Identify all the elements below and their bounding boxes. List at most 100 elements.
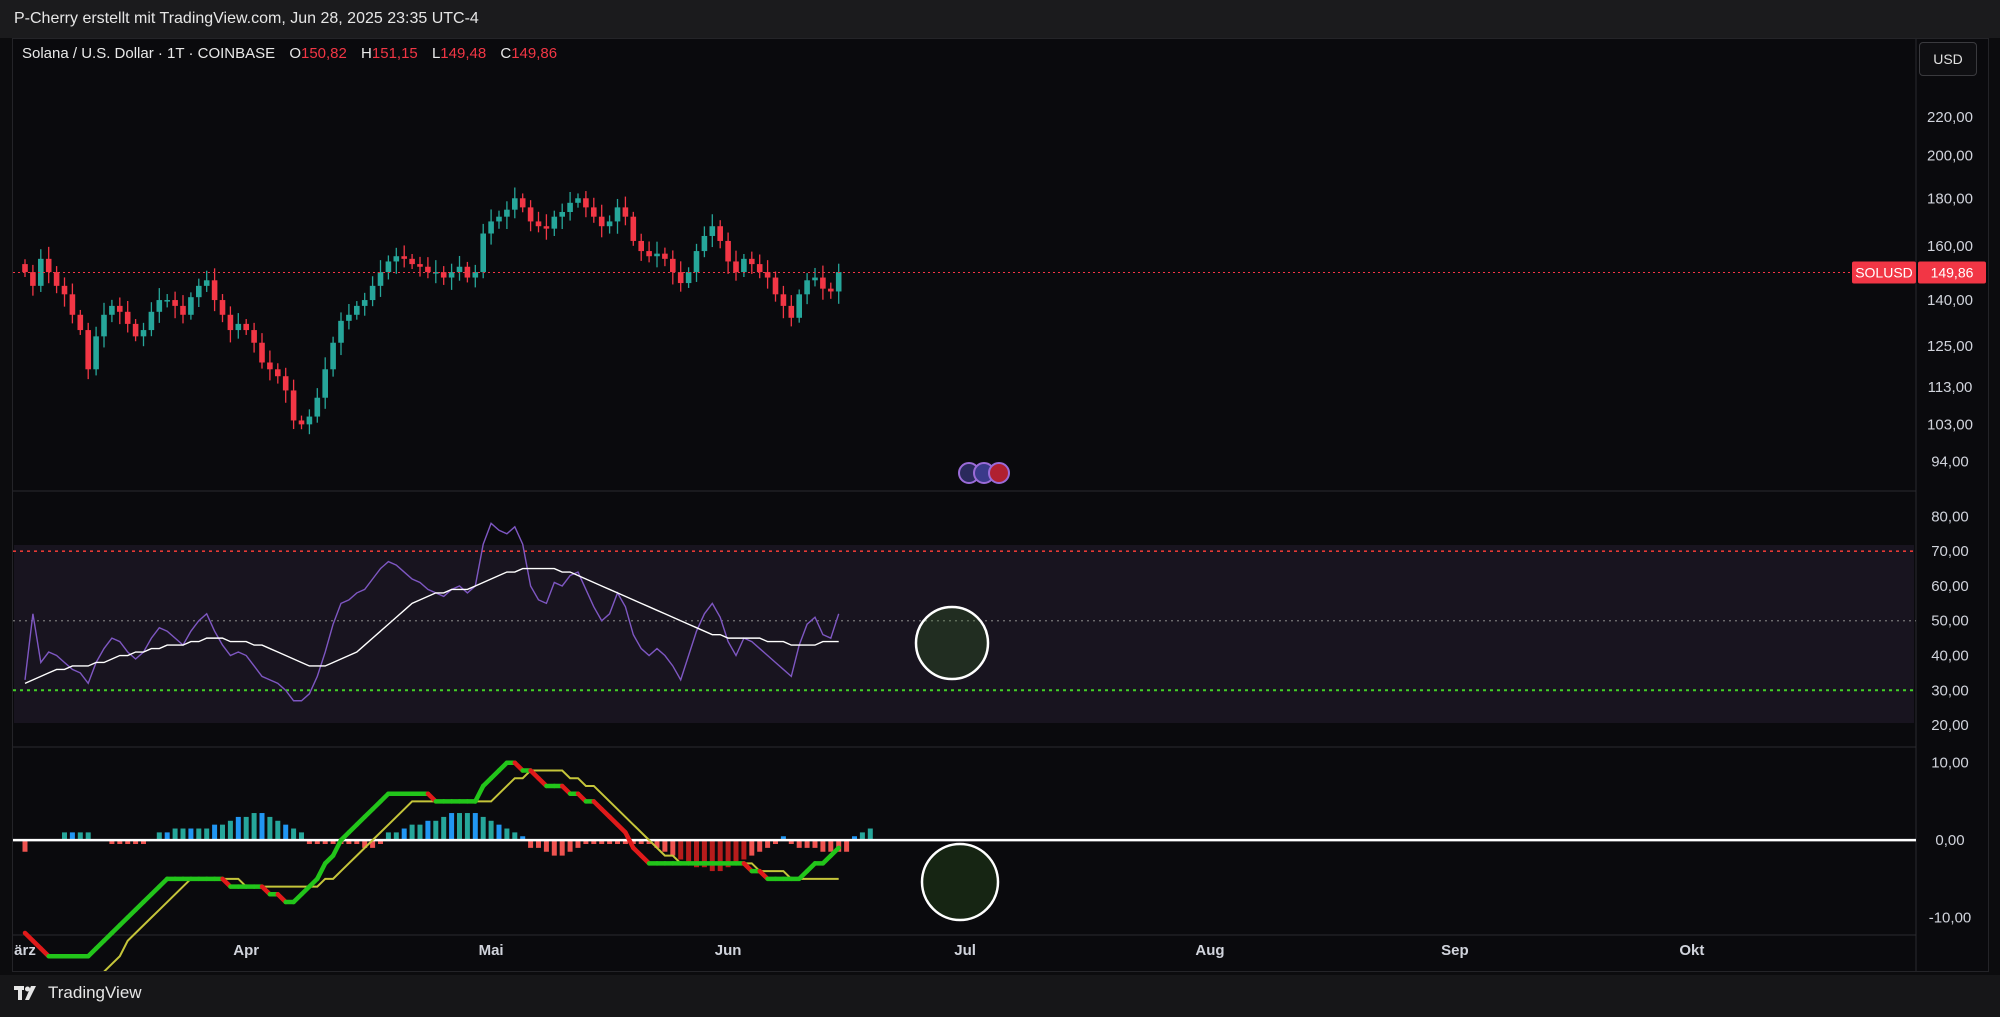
- candle-body: [788, 305, 795, 318]
- candle-body: [559, 212, 565, 217]
- candle-body: [828, 288, 834, 292]
- macd-histogram-bar: [638, 840, 644, 844]
- macd-histogram-bar: [362, 840, 368, 848]
- macd-line-segment: [623, 830, 636, 851]
- candle-body: [203, 280, 210, 286]
- macd-histogram-bar: [227, 820, 233, 841]
- macd-histogram-bar: [433, 820, 439, 841]
- macd-line-segment: [315, 861, 328, 882]
- macd-histogram-bar: [354, 840, 360, 844]
- macd-histogram-bar: [512, 832, 518, 841]
- macd-histogram-bar: [393, 832, 399, 841]
- macd-pane[interactable]: [13, 760, 1916, 981]
- candle-body: [298, 420, 305, 425]
- close-label: C: [500, 45, 512, 62]
- macd-histogram-bar: [796, 840, 802, 848]
- candle-body: [401, 256, 407, 259]
- macd-histogram-bar: [670, 840, 676, 856]
- rsi-ma-line: [24, 567, 839, 684]
- event-badges[interactable]: [958, 462, 1010, 484]
- macd-histogram-bar: [449, 813, 455, 841]
- candle-body: [314, 397, 321, 417]
- candle-body: [622, 207, 629, 217]
- candle-body: [835, 272, 842, 292]
- macd-histogram-bar: [765, 840, 771, 848]
- candle-body: [630, 216, 637, 241]
- candle-body: [322, 369, 328, 398]
- candle-body: [85, 330, 91, 370]
- macd-histogram-bar: [299, 832, 304, 841]
- macd-histogram-bar: [464, 813, 470, 841]
- macd-line-segment: [828, 845, 841, 858]
- candle-body: [148, 311, 155, 331]
- macd-histogram-bar: [780, 836, 786, 841]
- candle-body: [512, 198, 518, 210]
- macd-histogram-bar: [275, 820, 281, 841]
- axes: SOLUSD 149,86 220,00 200,00 180,00 160,00 140,…: [14, 109, 1986, 959]
- candle-body: [504, 209, 510, 217]
- symbol-tag: SOLUSD: [1855, 264, 1913, 280]
- candle-body: [259, 342, 265, 363]
- macd-histogram-bar: [480, 816, 486, 841]
- macd-histogram-bar: [235, 816, 241, 841]
- macd-histogram-bar: [788, 840, 794, 844]
- macd-histogram-bar: [662, 840, 668, 852]
- candle-body: [377, 272, 384, 286]
- candle-body: [38, 258, 44, 286]
- macd-histogram-bar: [212, 824, 218, 841]
- candle-body: [496, 216, 502, 222]
- candle-body: [290, 390, 297, 421]
- candle-body: [124, 311, 131, 324]
- candle-body: [701, 235, 708, 252]
- candle-body: [338, 320, 344, 343]
- candle-body: [772, 277, 779, 295]
- macd-histogram-bar: [77, 832, 83, 841]
- macd-histogram-bar: [583, 840, 589, 844]
- macd-histogram-bar: [607, 840, 613, 844]
- candle-body: [591, 207, 597, 217]
- candle-body: [717, 226, 723, 241]
- time-tick: Jul: [954, 942, 976, 959]
- macd-histogram-bar: [694, 840, 699, 868]
- candle-body: [219, 300, 226, 315]
- macd-histogram-bar: [709, 840, 715, 872]
- macd-tick: 10,00: [1931, 755, 1969, 772]
- currency-button[interactable]: USD: [1919, 42, 1977, 76]
- candle-body: [227, 314, 234, 331]
- candle-body: [654, 253, 660, 257]
- candle-body: [741, 258, 747, 273]
- macd-histogram-bar: [401, 828, 407, 841]
- chart-area[interactable]: SOLUSD 149,86 220,00 200,00 180,00 160,00 140,…: [12, 38, 1989, 981]
- macd-histogram-bar: [346, 840, 352, 844]
- chart-svg[interactable]: SOLUSD 149,86 220,00 200,00 180,00 160,00 140,…: [13, 39, 1988, 981]
- macd-histogram-bar: [678, 840, 684, 860]
- high-value: 151,15: [371, 45, 418, 62]
- macd-histogram-bar: [488, 820, 494, 841]
- tradingview-logo[interactable]: TradingView: [14, 983, 142, 1003]
- candle-body: [306, 416, 313, 425]
- open-label: O: [289, 45, 301, 62]
- rsi-tick: 30,00: [1931, 682, 1969, 699]
- macd-histogram-bar: [686, 840, 692, 864]
- high-label: H: [361, 45, 372, 62]
- macd-histogram-bar: [536, 840, 541, 848]
- candle-body: [764, 272, 771, 278]
- price-tick: 113,00: [1928, 379, 1973, 396]
- rsi-pane[interactable]: [13, 522, 1916, 702]
- rsi-line: [24, 522, 840, 702]
- symbol-legend: Solana / U.S. Dollar · 1T · COINBASE O 15…: [22, 45, 567, 62]
- price-tick: 200,00: [1927, 148, 1973, 165]
- macd-histogram-bar: [385, 832, 391, 841]
- brand-text: TradingView: [48, 983, 142, 1002]
- rsi-tick: 70,00: [1931, 543, 1969, 560]
- price-tick: 160,00: [1927, 238, 1973, 255]
- price-pane[interactable]: [13, 187, 1916, 435]
- candle-body: [275, 369, 281, 377]
- macd-histogram-bar: [844, 840, 850, 852]
- candle-body: [472, 272, 479, 278]
- us-flag-icon[interactable]: [988, 462, 1010, 484]
- time-tick: ärz: [14, 942, 36, 959]
- candle-body: [330, 342, 336, 370]
- macd-histogram-bar: [701, 840, 707, 868]
- symbol-name[interactable]: Solana / U.S. Dollar · 1T · COINBASE: [22, 45, 276, 62]
